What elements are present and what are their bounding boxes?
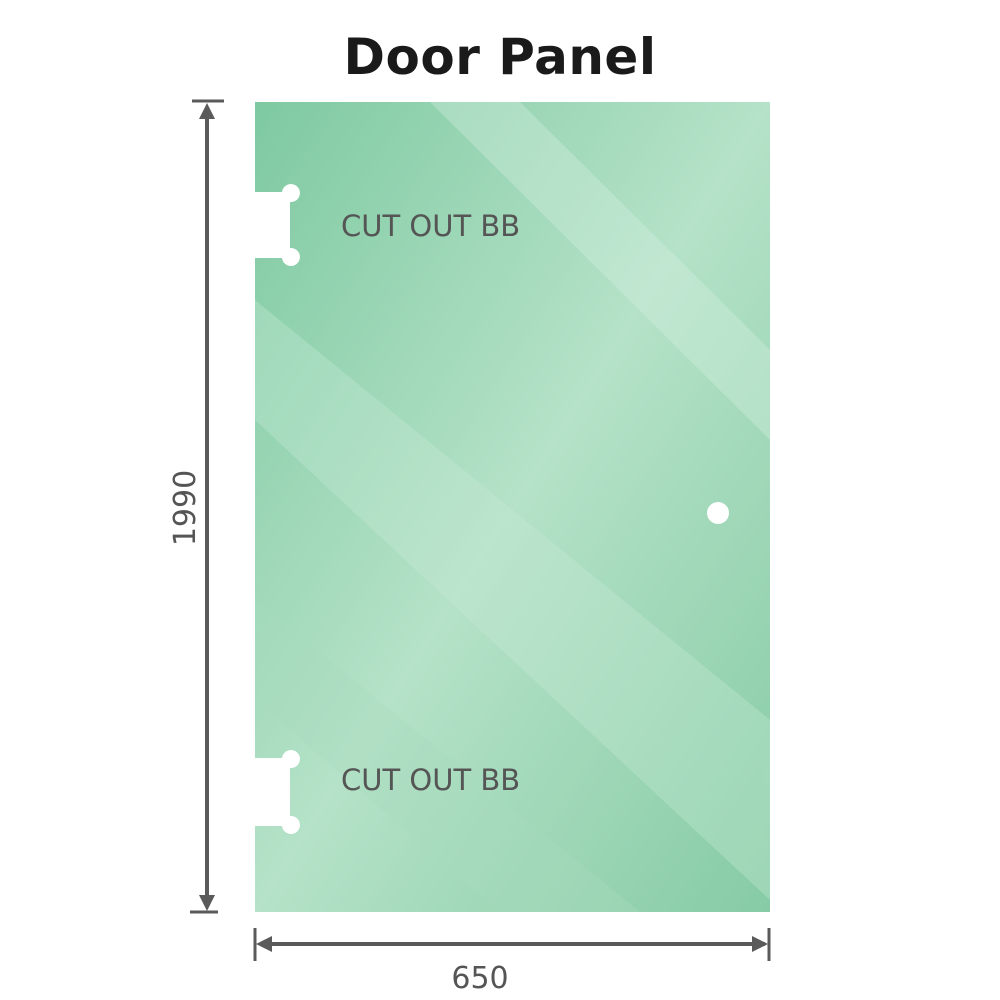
glass-panel [255,102,770,912]
diagram-title: Door Panel [343,28,657,86]
height-label: 1990 [168,470,203,546]
handle-hole [707,502,729,524]
width-dimension [253,928,771,961]
cutout-bottom [255,750,300,834]
cutout-label-top: CUT OUT BB [341,209,520,243]
width-label: 650 [451,961,508,996]
height-dimension [190,99,224,914]
cutout-top [255,184,300,266]
cutout-label-bottom: CUT OUT BB [341,763,520,797]
